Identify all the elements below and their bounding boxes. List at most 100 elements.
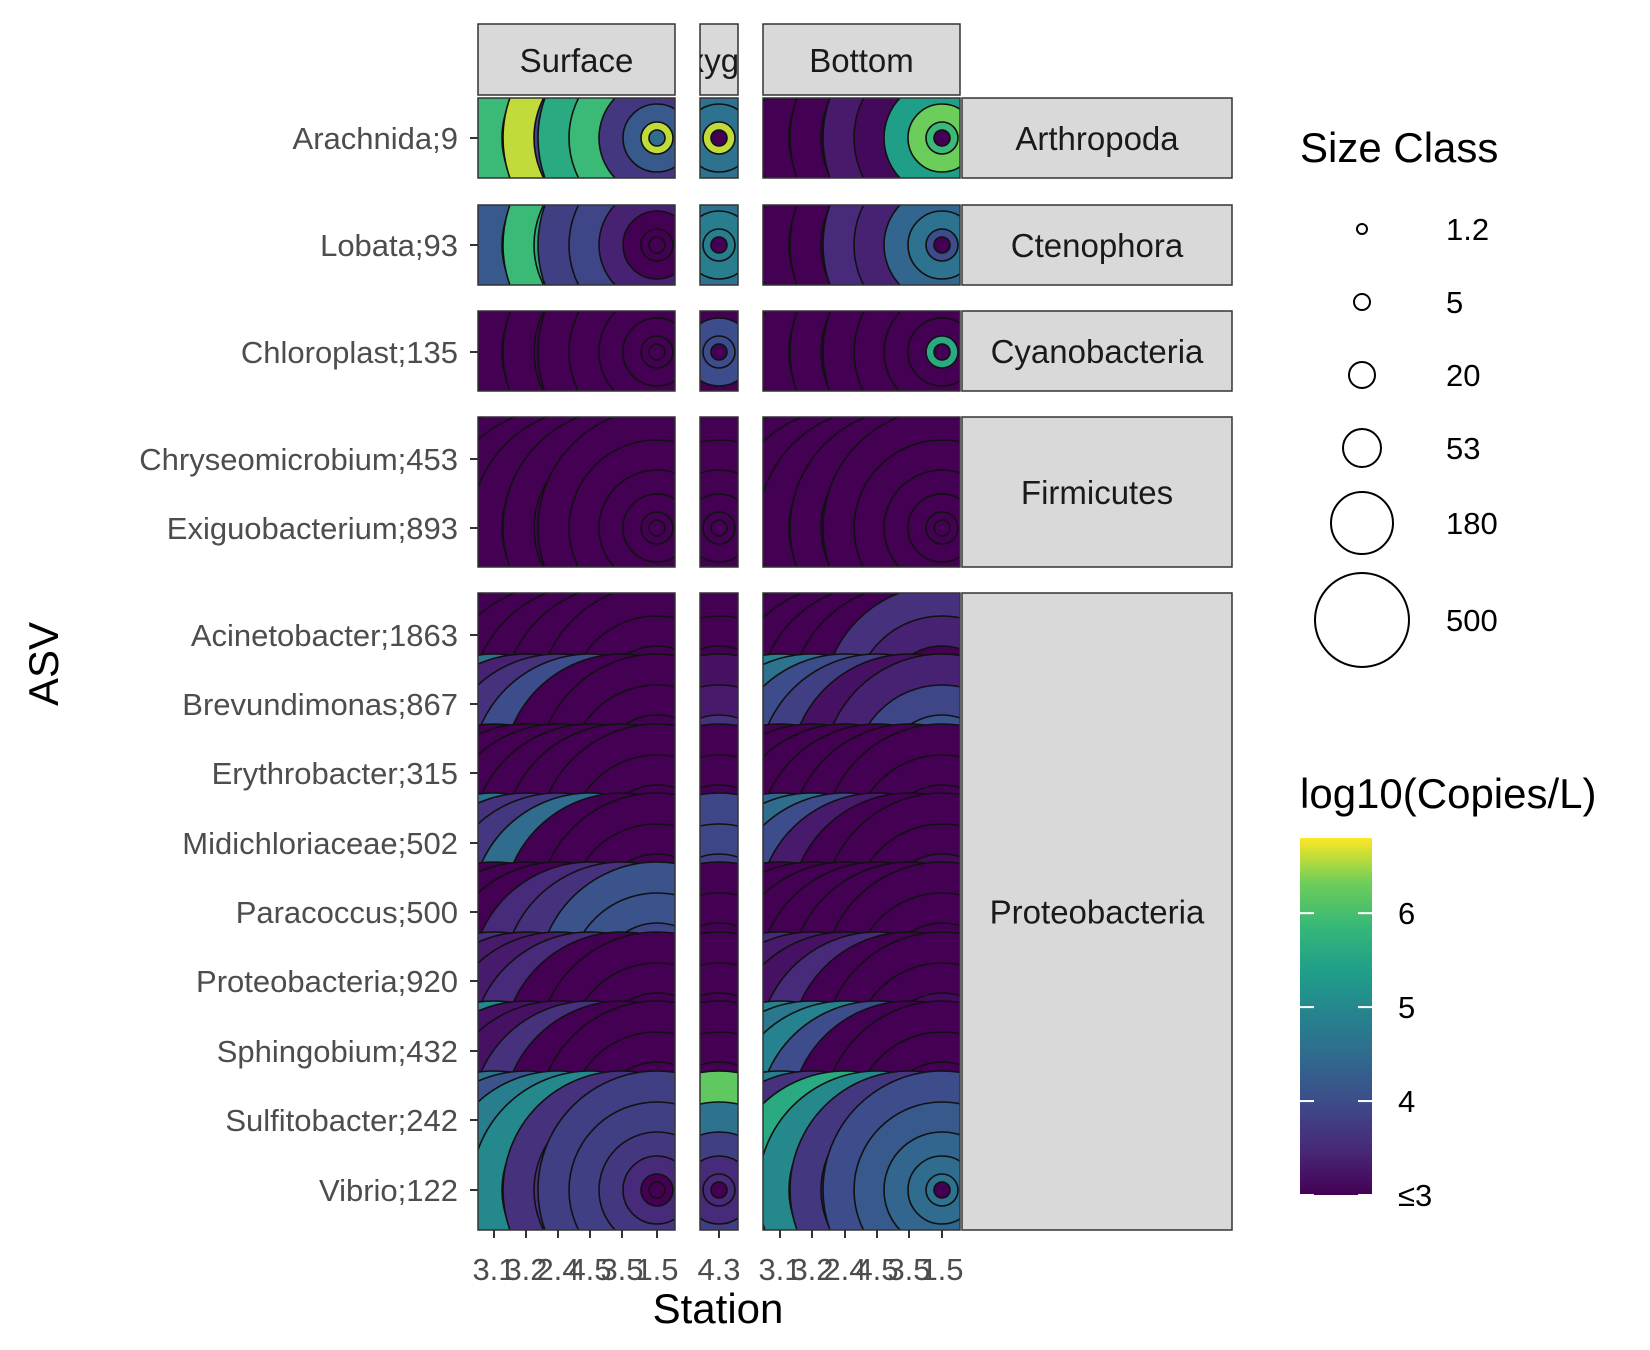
y-tick-label: Acinetobacter;1863 xyxy=(191,618,458,653)
panel-border xyxy=(762,310,961,392)
bubble-vibrio-oxygen-4.3-size-1.2 xyxy=(710,1181,728,1199)
y-axis-title: ASV xyxy=(20,622,67,706)
phylum-strip xyxy=(961,204,1233,286)
y-tick-label: Chloroplast;135 xyxy=(241,335,458,370)
panel-border xyxy=(699,97,739,179)
depth-strip-label: Bottom xyxy=(809,42,914,79)
panel-ctenophora-1 xyxy=(700,205,738,285)
panel-border xyxy=(699,310,739,392)
x-tick-label: 4.3 xyxy=(697,1252,740,1287)
size-legend-key xyxy=(1353,293,1371,311)
y-tick-label: Exiguobacterium;893 xyxy=(167,511,458,546)
legend: Size Class 1.2 5 20 53 180 500 log10(Copies/L… xyxy=(1300,124,1597,1213)
x-tick-label: 3.5 xyxy=(600,1252,643,1287)
size-legend-label: 5 xyxy=(1446,285,1463,320)
depth-strip xyxy=(477,23,676,96)
x-tick-label: 1.5 xyxy=(920,1252,963,1287)
depth-strip xyxy=(762,23,961,96)
panel-arthropoda-2 xyxy=(763,98,960,178)
phylum-strip-label: Ctenophora xyxy=(1011,227,1184,264)
phylum-strip-label: Arthropoda xyxy=(1015,120,1179,157)
phylum-strip xyxy=(961,97,1233,179)
size-legend-title: Size Class xyxy=(1300,124,1498,171)
bubble-exiguobacterium-bottom-1.5-size-1.2 xyxy=(933,519,951,537)
facet-strips: Arthropoda Ctenophora Cyanobacteria Firmicu… xyxy=(477,23,1233,1231)
size-legend-key xyxy=(1314,572,1410,668)
bubble-vibrio-surface-1.5-size-1.2 xyxy=(648,1181,666,1199)
panel-cyanobacteria-1 xyxy=(700,311,738,391)
phylum-strip-label: Cyanobacteria xyxy=(991,333,1204,370)
bubble-arachnida-oxygen-4.3-size-1.2 xyxy=(710,129,728,147)
bubble-lobata-surface-1.5-size-1.2 xyxy=(648,236,666,254)
phylum-strip-label: Proteobacteria xyxy=(990,894,1205,931)
size-legend-key xyxy=(1330,491,1394,555)
size-legend-label: 500 xyxy=(1446,603,1498,638)
colorbar-tick-label: 4 xyxy=(1398,1084,1415,1119)
phylum-strip-label: Firmicutes xyxy=(1021,474,1173,511)
depth-strip-label: Surface xyxy=(520,42,634,79)
panel-arthropoda-1 xyxy=(700,98,738,178)
x-tick-label: 4.5 xyxy=(855,1252,898,1287)
bubble-exiguobacterium-surface-1.5-size-1.2 xyxy=(648,519,666,537)
bubble-lobata-bottom-1.5-size-1.2 xyxy=(933,236,951,254)
depth-strip xyxy=(699,23,739,96)
size-legend-label: 1.2 xyxy=(1446,212,1489,247)
panel-ctenophora-0 xyxy=(478,205,675,285)
y-tick-label: Vibrio;122 xyxy=(319,1173,458,1208)
x-tick-label: 2.4 xyxy=(536,1252,579,1287)
y-tick-label: Proteobacteria;920 xyxy=(196,964,458,999)
size-legend-key xyxy=(1342,428,1382,468)
y-tick-label: Arachnida;9 xyxy=(293,121,458,156)
bubble-chloroplast-bottom-1.5-size-1.2 xyxy=(933,343,951,361)
panel-border xyxy=(762,416,961,568)
bubble-chloroplast-surface-1.5-size-1.2 xyxy=(648,343,666,361)
y-tick-label: Sulfitobacter;242 xyxy=(225,1103,458,1138)
colorbar-tick-label: 6 xyxy=(1398,896,1415,931)
phylum-strip xyxy=(961,310,1233,392)
bubble-lobata-oxygen-4.3-size-1.2 xyxy=(710,236,728,254)
size-legend-label: 53 xyxy=(1446,431,1480,466)
x-tick-label: 1.5 xyxy=(635,1252,678,1287)
panel-firmicutes-1 xyxy=(700,417,738,567)
colorbar-ticks: ≤3 4 5 6 xyxy=(1300,896,1432,1213)
bubble-chloroplast-oxygen-4.3-size-1.2 xyxy=(710,343,728,361)
size-legend-label: 180 xyxy=(1446,506,1498,541)
x-tick-label: 3.2 xyxy=(790,1252,833,1287)
phylum-strip xyxy=(961,416,1233,568)
x-axis: 3.13.22.44.53.51.5 4.3 3.13.22.44.53.51.5 xyxy=(472,1230,964,1287)
panel-border xyxy=(762,97,961,179)
panel-proteobacteria-2 xyxy=(763,593,960,1230)
y-tick-label: Brevundimonas;867 xyxy=(182,687,458,722)
panel-ctenophora-2 xyxy=(763,205,960,285)
colorbar xyxy=(1300,838,1372,1195)
size-legend-key xyxy=(1356,223,1368,235)
panel-border xyxy=(699,204,739,286)
panel-proteobacteria-0 xyxy=(478,593,675,1230)
x-tick-label: 3.1 xyxy=(758,1252,801,1287)
y-tick-label: Erythrobacter;315 xyxy=(212,756,458,791)
panel-cyanobacteria-0 xyxy=(478,311,675,391)
y-tick-label: Paracoccus;500 xyxy=(236,895,458,930)
size-legend-key xyxy=(1348,361,1376,389)
bubble-exiguobacterium-oxygen-4.3-size-1.2 xyxy=(710,519,728,537)
x-tick-label: 3.1 xyxy=(472,1252,515,1287)
panel-proteobacteria-1 xyxy=(700,593,738,1230)
panel-border xyxy=(762,592,961,1231)
bubble-arachnida-surface-1.5-size-1.2 xyxy=(648,129,666,147)
bubble-arachnida-bottom-1.5-size-1.2 xyxy=(933,129,951,147)
y-tick-label: Sphingobium;432 xyxy=(217,1034,458,1069)
plot-panels xyxy=(477,97,961,1231)
y-tick-label: Lobata;93 xyxy=(320,228,458,263)
x-axis-title: Station xyxy=(653,1285,784,1332)
x-tick-label: 3.2 xyxy=(504,1252,547,1287)
x-tick-label: 2.4 xyxy=(823,1252,866,1287)
panel-firmicutes-0 xyxy=(478,417,675,567)
size-legend-label: 20 xyxy=(1446,358,1480,393)
panel-firmicutes-2 xyxy=(763,417,960,567)
y-tick-label: Midichloriaceae;502 xyxy=(182,826,458,861)
panel-border xyxy=(477,416,676,568)
x-tick-label: 3.5 xyxy=(887,1252,930,1287)
colorbar-title: log10(Copies/L) xyxy=(1300,770,1597,817)
bubble-vibrio-bottom-1.5-size-1.2 xyxy=(933,1181,951,1199)
